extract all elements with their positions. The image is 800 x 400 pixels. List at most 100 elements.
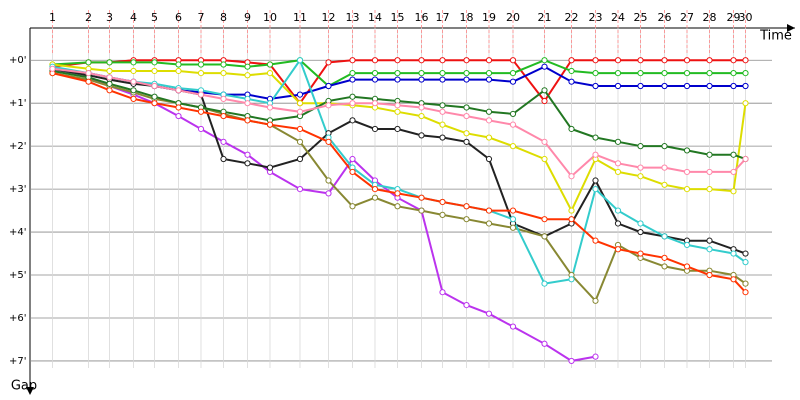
lap-point	[463, 57, 470, 64]
x-tick-label: 29	[727, 11, 741, 24]
lap-point	[683, 57, 691, 64]
lap-point	[637, 228, 644, 236]
lap-point	[394, 108, 401, 115]
lap-point	[197, 91, 205, 98]
lap-point	[439, 57, 446, 64]
lap-point	[151, 59, 158, 66]
lap-point	[439, 289, 446, 296]
lap-point	[706, 70, 713, 77]
lap-point	[418, 132, 425, 139]
lap-point	[637, 164, 644, 171]
lap-point	[730, 70, 737, 77]
lap-point	[485, 155, 493, 163]
lap-point	[371, 70, 379, 77]
x-tick-label: 6	[175, 11, 182, 24]
lap-point	[394, 76, 401, 83]
lap-point	[614, 246, 622, 253]
lap-point	[568, 276, 575, 283]
lap-point	[371, 76, 379, 83]
x-tick-label: 14	[368, 11, 382, 24]
lap-point	[485, 220, 493, 227]
lap-point	[730, 57, 737, 64]
lap-point	[683, 70, 691, 77]
lap-point	[637, 250, 644, 257]
x-tick-label: 10	[263, 11, 277, 24]
lap-point	[106, 74, 113, 81]
lap-point	[296, 186, 304, 193]
lap-point	[371, 57, 379, 64]
lap-point	[349, 93, 356, 100]
lap-point	[541, 233, 548, 240]
lap-point	[614, 57, 622, 64]
lap-point	[706, 246, 713, 253]
lap-point	[325, 59, 332, 66]
lap-point	[509, 143, 517, 150]
grid	[30, 10, 772, 368]
x-tick-label: 5	[151, 11, 158, 24]
lap-point	[439, 121, 446, 128]
lap-point	[130, 95, 137, 102]
x-tick-label: 27	[680, 11, 694, 24]
lap-point	[661, 263, 668, 270]
lap-point	[175, 112, 182, 120]
x-tick-label: 2	[85, 11, 92, 24]
x-tick-label: 8	[220, 11, 227, 24]
lap-point	[485, 108, 493, 115]
lap-point	[85, 78, 92, 85]
lap-point	[637, 220, 644, 227]
lap-point	[418, 104, 425, 111]
series-line	[52, 59, 746, 88]
lap-point	[614, 82, 622, 90]
lap-point	[730, 82, 737, 90]
series-line	[52, 58, 747, 285]
lap-point	[568, 173, 575, 180]
lap-point	[706, 237, 713, 244]
lap-point	[485, 207, 493, 214]
x-axis-label: Time	[759, 29, 792, 44]
lap-point	[220, 112, 227, 120]
lap-point	[661, 143, 668, 150]
lap-point	[592, 186, 599, 193]
lap-point	[418, 112, 425, 120]
lap-point	[349, 117, 356, 124]
x-tick-label: 11	[293, 11, 307, 24]
lap-point	[244, 100, 251, 107]
lap-point	[592, 151, 599, 158]
lap-point	[568, 207, 575, 214]
lap-point	[485, 117, 493, 124]
lap-point	[244, 151, 251, 158]
lap-point	[568, 357, 575, 365]
lap-point	[325, 190, 332, 197]
lap-point	[485, 57, 493, 64]
y-tick-label: +0'	[9, 55, 27, 66]
lap-point	[151, 82, 158, 90]
lap-point	[541, 340, 548, 347]
lap-point	[130, 59, 137, 66]
x-tick-label: 16	[415, 11, 429, 24]
lap-point	[325, 138, 332, 145]
lap-point	[394, 57, 401, 64]
lap-point	[220, 61, 227, 68]
x-tick-label: 4	[130, 11, 137, 24]
lap-point	[349, 155, 356, 163]
lap-point	[614, 207, 622, 214]
lap-point	[661, 233, 668, 240]
lap-point	[661, 181, 668, 188]
lap-point	[244, 63, 251, 70]
lap-point	[220, 138, 227, 145]
lap-point	[175, 67, 182, 75]
lap-point	[509, 121, 517, 128]
lap-point	[266, 164, 274, 171]
lap-point	[439, 102, 446, 109]
lap-point	[220, 95, 227, 102]
lap-point	[592, 353, 599, 360]
lap-point	[296, 138, 304, 145]
lap-point	[683, 241, 691, 249]
x-axis-arrow	[787, 24, 795, 32]
lap-point	[706, 168, 713, 176]
series-line	[52, 72, 747, 293]
x-tick-label: 28	[703, 11, 717, 24]
lap-point	[325, 82, 332, 90]
lap-point	[509, 70, 517, 77]
lap-point	[742, 100, 749, 107]
